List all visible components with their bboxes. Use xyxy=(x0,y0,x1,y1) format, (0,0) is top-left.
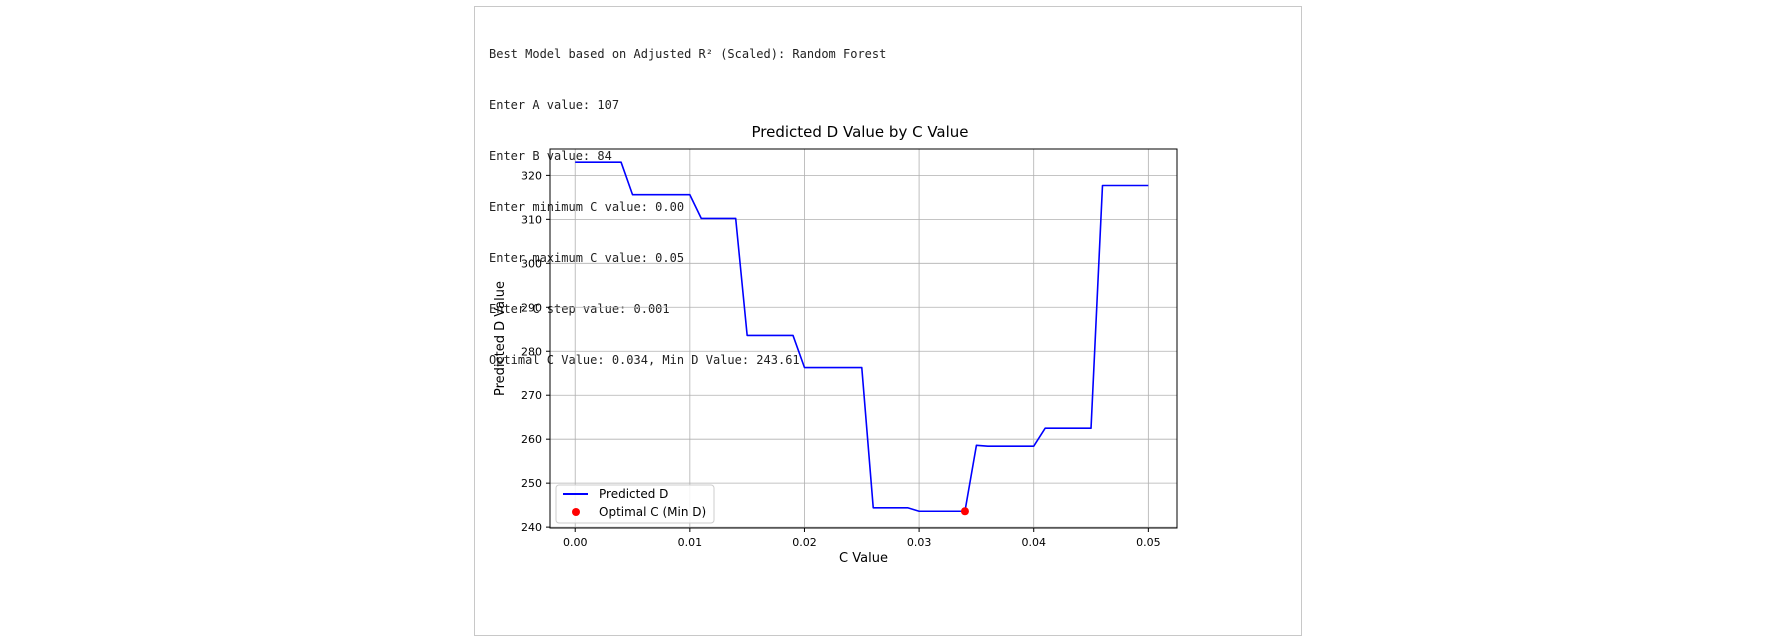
console-line: Enter C step value: 0.001 xyxy=(489,302,670,316)
y-axis-ticks: 240 250 260 270 280 290 300 310 320 xyxy=(521,169,550,534)
console-line: Enter maximum C value: 0.05 xyxy=(489,251,685,265)
x-axis-label: C Value xyxy=(839,551,888,566)
console-line: Enter A value: 107 xyxy=(489,98,620,112)
legend-label-predicted-d: Predicted D xyxy=(599,487,668,501)
y-axis-label: Predicted D Value xyxy=(493,281,508,396)
series-line-predicted-d xyxy=(575,161,1149,513)
line-chart: Predicted D Value by C Value 0.00 0.01 0.0… xyxy=(493,123,1178,566)
y-tick-label: 280 xyxy=(521,345,542,358)
console-line: Enter minimum C value: 0.00 xyxy=(489,200,685,214)
chart-title: Predicted D Value by C Value xyxy=(751,123,968,141)
x-tick-label: 0.04 xyxy=(1021,536,1046,549)
y-tick-label: 250 xyxy=(521,477,542,490)
y-tick-label: 240 xyxy=(521,521,542,534)
x-tick-label: 0.00 xyxy=(563,536,588,549)
x-axis-ticks: 0.00 0.01 0.02 0.03 0.04 0.05 xyxy=(563,528,1161,549)
grid-lines xyxy=(550,149,1177,528)
y-tick-label: 270 xyxy=(521,389,542,402)
output-panel: Best Model based on Adjusted R² (Scaled)… xyxy=(474,6,1302,636)
x-tick-label: 0.01 xyxy=(678,536,703,549)
console-line: Optimal C Value: 0.034, Min D Value: 243… xyxy=(489,353,800,367)
y-tick-label: 260 xyxy=(521,433,542,446)
series-layer xyxy=(575,161,1149,516)
console-line: Best Model based on Adjusted R² (Scaled)… xyxy=(489,47,887,61)
legend-marker-swatch xyxy=(572,508,580,516)
plot-frame xyxy=(549,148,1178,529)
y-tick-label: 290 xyxy=(521,301,542,314)
legend-box xyxy=(555,484,715,524)
legend-label-optimal-c: Optimal C (Min D) xyxy=(599,505,706,519)
x-tick-label: 0.02 xyxy=(792,536,817,549)
console-output: Best Model based on Adjusted R² (Scaled)… xyxy=(489,12,886,403)
legend: Predicted D Optimal C (Min D) xyxy=(555,484,715,524)
y-tick-label: 320 xyxy=(521,169,542,182)
y-tick-label: 310 xyxy=(521,213,542,226)
x-tick-label: 0.05 xyxy=(1136,536,1161,549)
optimal-point-marker xyxy=(960,507,969,516)
x-tick-label: 0.03 xyxy=(907,536,932,549)
y-tick-label: 300 xyxy=(521,257,542,270)
console-line: Enter B value: 84 xyxy=(489,149,612,163)
